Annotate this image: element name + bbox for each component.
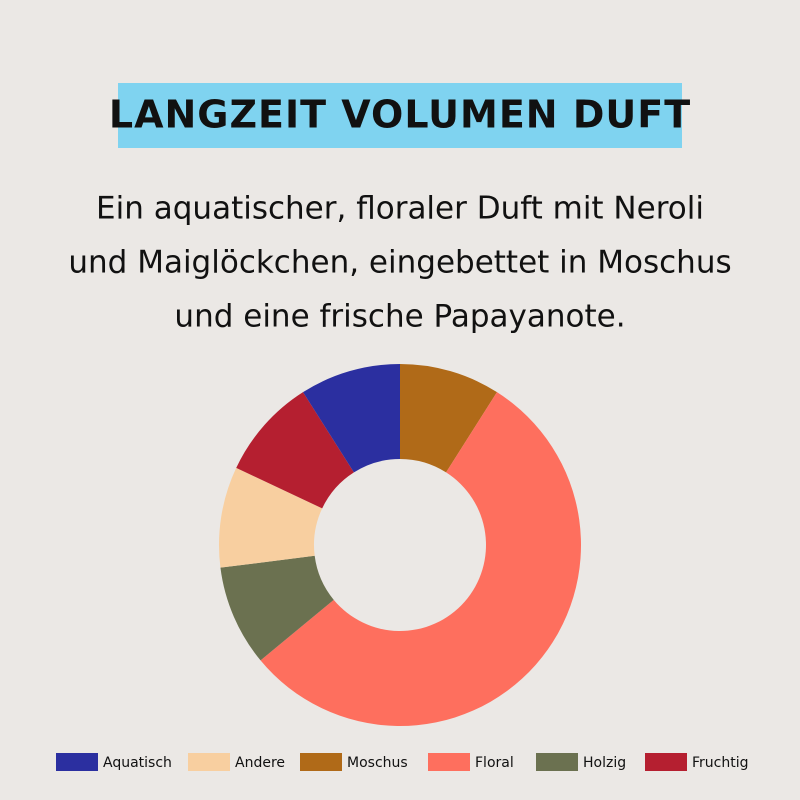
legend-label: Fruchtig <box>692 755 749 771</box>
donut-segment <box>260 392 581 726</box>
legend-label: Aquatisch <box>103 755 172 771</box>
legend-label: Holzig <box>583 755 626 771</box>
legend-swatch <box>428 753 470 771</box>
legend-swatch <box>56 753 98 771</box>
legend-label: Floral <box>475 755 514 771</box>
legend-swatch <box>645 753 687 771</box>
subtitle: und Maiglöckchen, eingebettet in Moschus <box>68 245 731 281</box>
donut-segment <box>400 364 497 473</box>
chart-title: LANGZEIT VOLUMEN DUFT <box>109 93 691 137</box>
legend-swatch <box>188 753 230 771</box>
donut-segment <box>220 555 334 661</box>
legend-swatch <box>536 753 578 771</box>
legend-label: Moschus <box>347 755 408 771</box>
title-box <box>118 83 682 148</box>
donut-segment <box>218 467 323 568</box>
subtitle: Ein aquatischer, floraler Duft mit Nerol… <box>96 191 704 227</box>
legend-label: Andere <box>235 755 285 771</box>
donut-segment <box>236 392 354 509</box>
subtitle: und eine frische Papayanote. <box>174 299 625 335</box>
legend-swatch <box>300 753 342 771</box>
donut-segment <box>303 364 400 473</box>
